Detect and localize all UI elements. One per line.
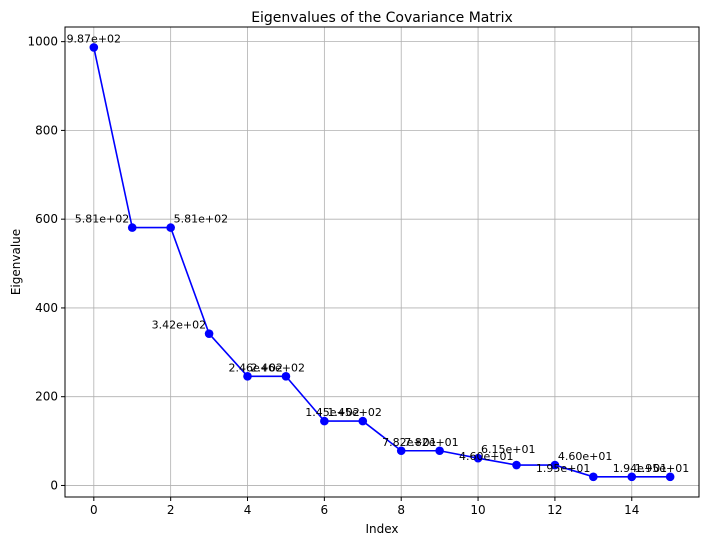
data-label: 1.95e+01 bbox=[536, 462, 590, 475]
data-point bbox=[166, 223, 175, 232]
x-tick-label: 6 bbox=[321, 503, 329, 517]
data-point bbox=[127, 223, 137, 232]
y-tick-label: 800 bbox=[35, 123, 58, 137]
data-point bbox=[627, 472, 637, 482]
data-label: 9.87e+02 bbox=[67, 32, 121, 45]
series-eigenvalues bbox=[89, 43, 675, 482]
data-point bbox=[473, 453, 483, 463]
x-tick-label: 14 bbox=[624, 503, 639, 517]
data-point bbox=[665, 472, 675, 482]
data-label: 7.82e+01 bbox=[382, 436, 436, 449]
data-point bbox=[281, 371, 291, 381]
x-axis-label: Index bbox=[365, 522, 398, 536]
data-labels: 9.87e+02 5.81e+02 5.81e+02 3.42e+02 2.46e+02… bbox=[67, 32, 690, 474]
x-tick-label: 4 bbox=[244, 503, 252, 517]
x-tick-label: 10 bbox=[470, 503, 485, 517]
y-tick-label: 600 bbox=[35, 212, 58, 226]
data-label: 5.81e+02 bbox=[174, 213, 228, 226]
axis-ticks: 0 2 4 6 8 10 12 14 0 200 400 600 800 1000 bbox=[27, 35, 639, 517]
data-label: 3.42e+02 bbox=[152, 319, 206, 332]
data-label: 5.81e+02 bbox=[75, 213, 129, 226]
data-label: 1.45e+02 bbox=[305, 406, 359, 419]
chart-title: Eigenvalues of the Covariance Matrix bbox=[251, 10, 513, 26]
y-tick-label: 200 bbox=[35, 390, 58, 404]
data-point bbox=[358, 416, 368, 426]
x-tick-label: 0 bbox=[90, 503, 98, 517]
data-label: 1.94e+01 bbox=[613, 462, 667, 475]
x-tick-label: 8 bbox=[397, 503, 405, 517]
data-point bbox=[89, 43, 99, 52]
data-label: 2.46e+02 bbox=[228, 361, 282, 374]
data-point bbox=[550, 460, 560, 470]
data-point bbox=[243, 371, 252, 381]
data-label: 4.60e+01 bbox=[558, 450, 612, 463]
data-point bbox=[320, 416, 329, 426]
y-axis-label: Eigenvalue bbox=[9, 229, 23, 295]
y-tick-label: 1000 bbox=[27, 35, 58, 49]
data-point bbox=[204, 329, 214, 338]
data-label: 4.60e+01 bbox=[459, 450, 513, 463]
data-point bbox=[512, 460, 521, 470]
x-tick-label: 12 bbox=[547, 503, 562, 517]
data-label: 6.15e+01 bbox=[481, 443, 535, 456]
x-tick-label: 2 bbox=[167, 503, 175, 517]
data-point bbox=[435, 446, 444, 456]
data-label: 2.46e+02 bbox=[251, 361, 305, 374]
data-label: 1.45e+02 bbox=[327, 406, 381, 419]
data-point bbox=[589, 472, 598, 482]
data-label: 1.95e+01 bbox=[635, 462, 689, 475]
data-point bbox=[396, 446, 406, 456]
plot-frame bbox=[64, 26, 700, 498]
y-tick-label: 400 bbox=[35, 301, 58, 315]
grid bbox=[65, 27, 699, 497]
y-tick-label: 0 bbox=[50, 478, 58, 492]
series-line bbox=[93, 47, 671, 478]
data-label: 7.82e+01 bbox=[404, 436, 458, 449]
